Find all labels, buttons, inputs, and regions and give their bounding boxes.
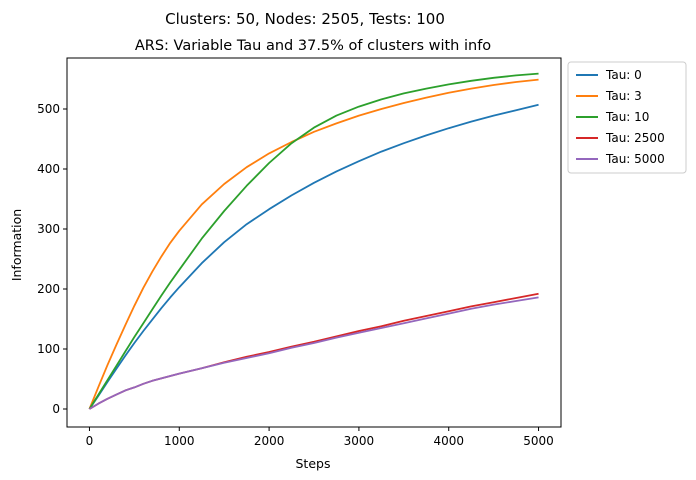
x-tick-label-5: 5000 (523, 434, 554, 448)
series-line-4 (88, 296, 539, 410)
y-tick-label-3: 300 (37, 222, 60, 236)
plot-frame (66, 57, 562, 428)
x-tick-label-3: 3000 (344, 434, 375, 448)
legend-label-2: Tau: 10 (605, 110, 649, 124)
series-line-0 (88, 103, 539, 410)
x-tick-label-4: 4000 (433, 434, 464, 448)
legend-label-4: Tau: 5000 (605, 152, 665, 166)
legend-label-1: Tau: 3 (605, 89, 642, 103)
y-axis-label: Information (9, 209, 24, 281)
x-axis-label: Steps (296, 456, 331, 471)
x-tick-label-2: 2000 (254, 434, 285, 448)
series-line-3 (88, 292, 539, 410)
legend-label-0: Tau: 0 (605, 68, 642, 82)
series-line-2 (88, 72, 539, 410)
series-line-1 (88, 78, 539, 410)
legend-label-3: Tau: 2500 (605, 131, 665, 145)
x-tick-label-1: 1000 (164, 434, 195, 448)
plot-area: 0 1000 2000 3000 4000 5000 0 100 200 300 400 500 (37, 57, 562, 448)
y-tick-label-2: 200 (37, 282, 60, 296)
y-tick-label-0: 0 (52, 402, 60, 416)
chart-title: ARS: Variable Tau and 37.5% of clusters … (135, 38, 491, 54)
legend: Tau: 0 Tau: 3 Tau: 10 Tau: 2500 Tau: 5000 (567, 61, 687, 174)
y-tick-label-1: 100 (37, 342, 60, 356)
chart-suptitle: Clusters: 50, Nodes: 2505, Tests: 100 (165, 10, 445, 28)
y-tick-label-4: 400 (37, 162, 60, 176)
x-tick-label-0: 0 (86, 434, 94, 448)
legend-box (567, 61, 687, 174)
y-tick-label-5: 500 (37, 102, 60, 116)
